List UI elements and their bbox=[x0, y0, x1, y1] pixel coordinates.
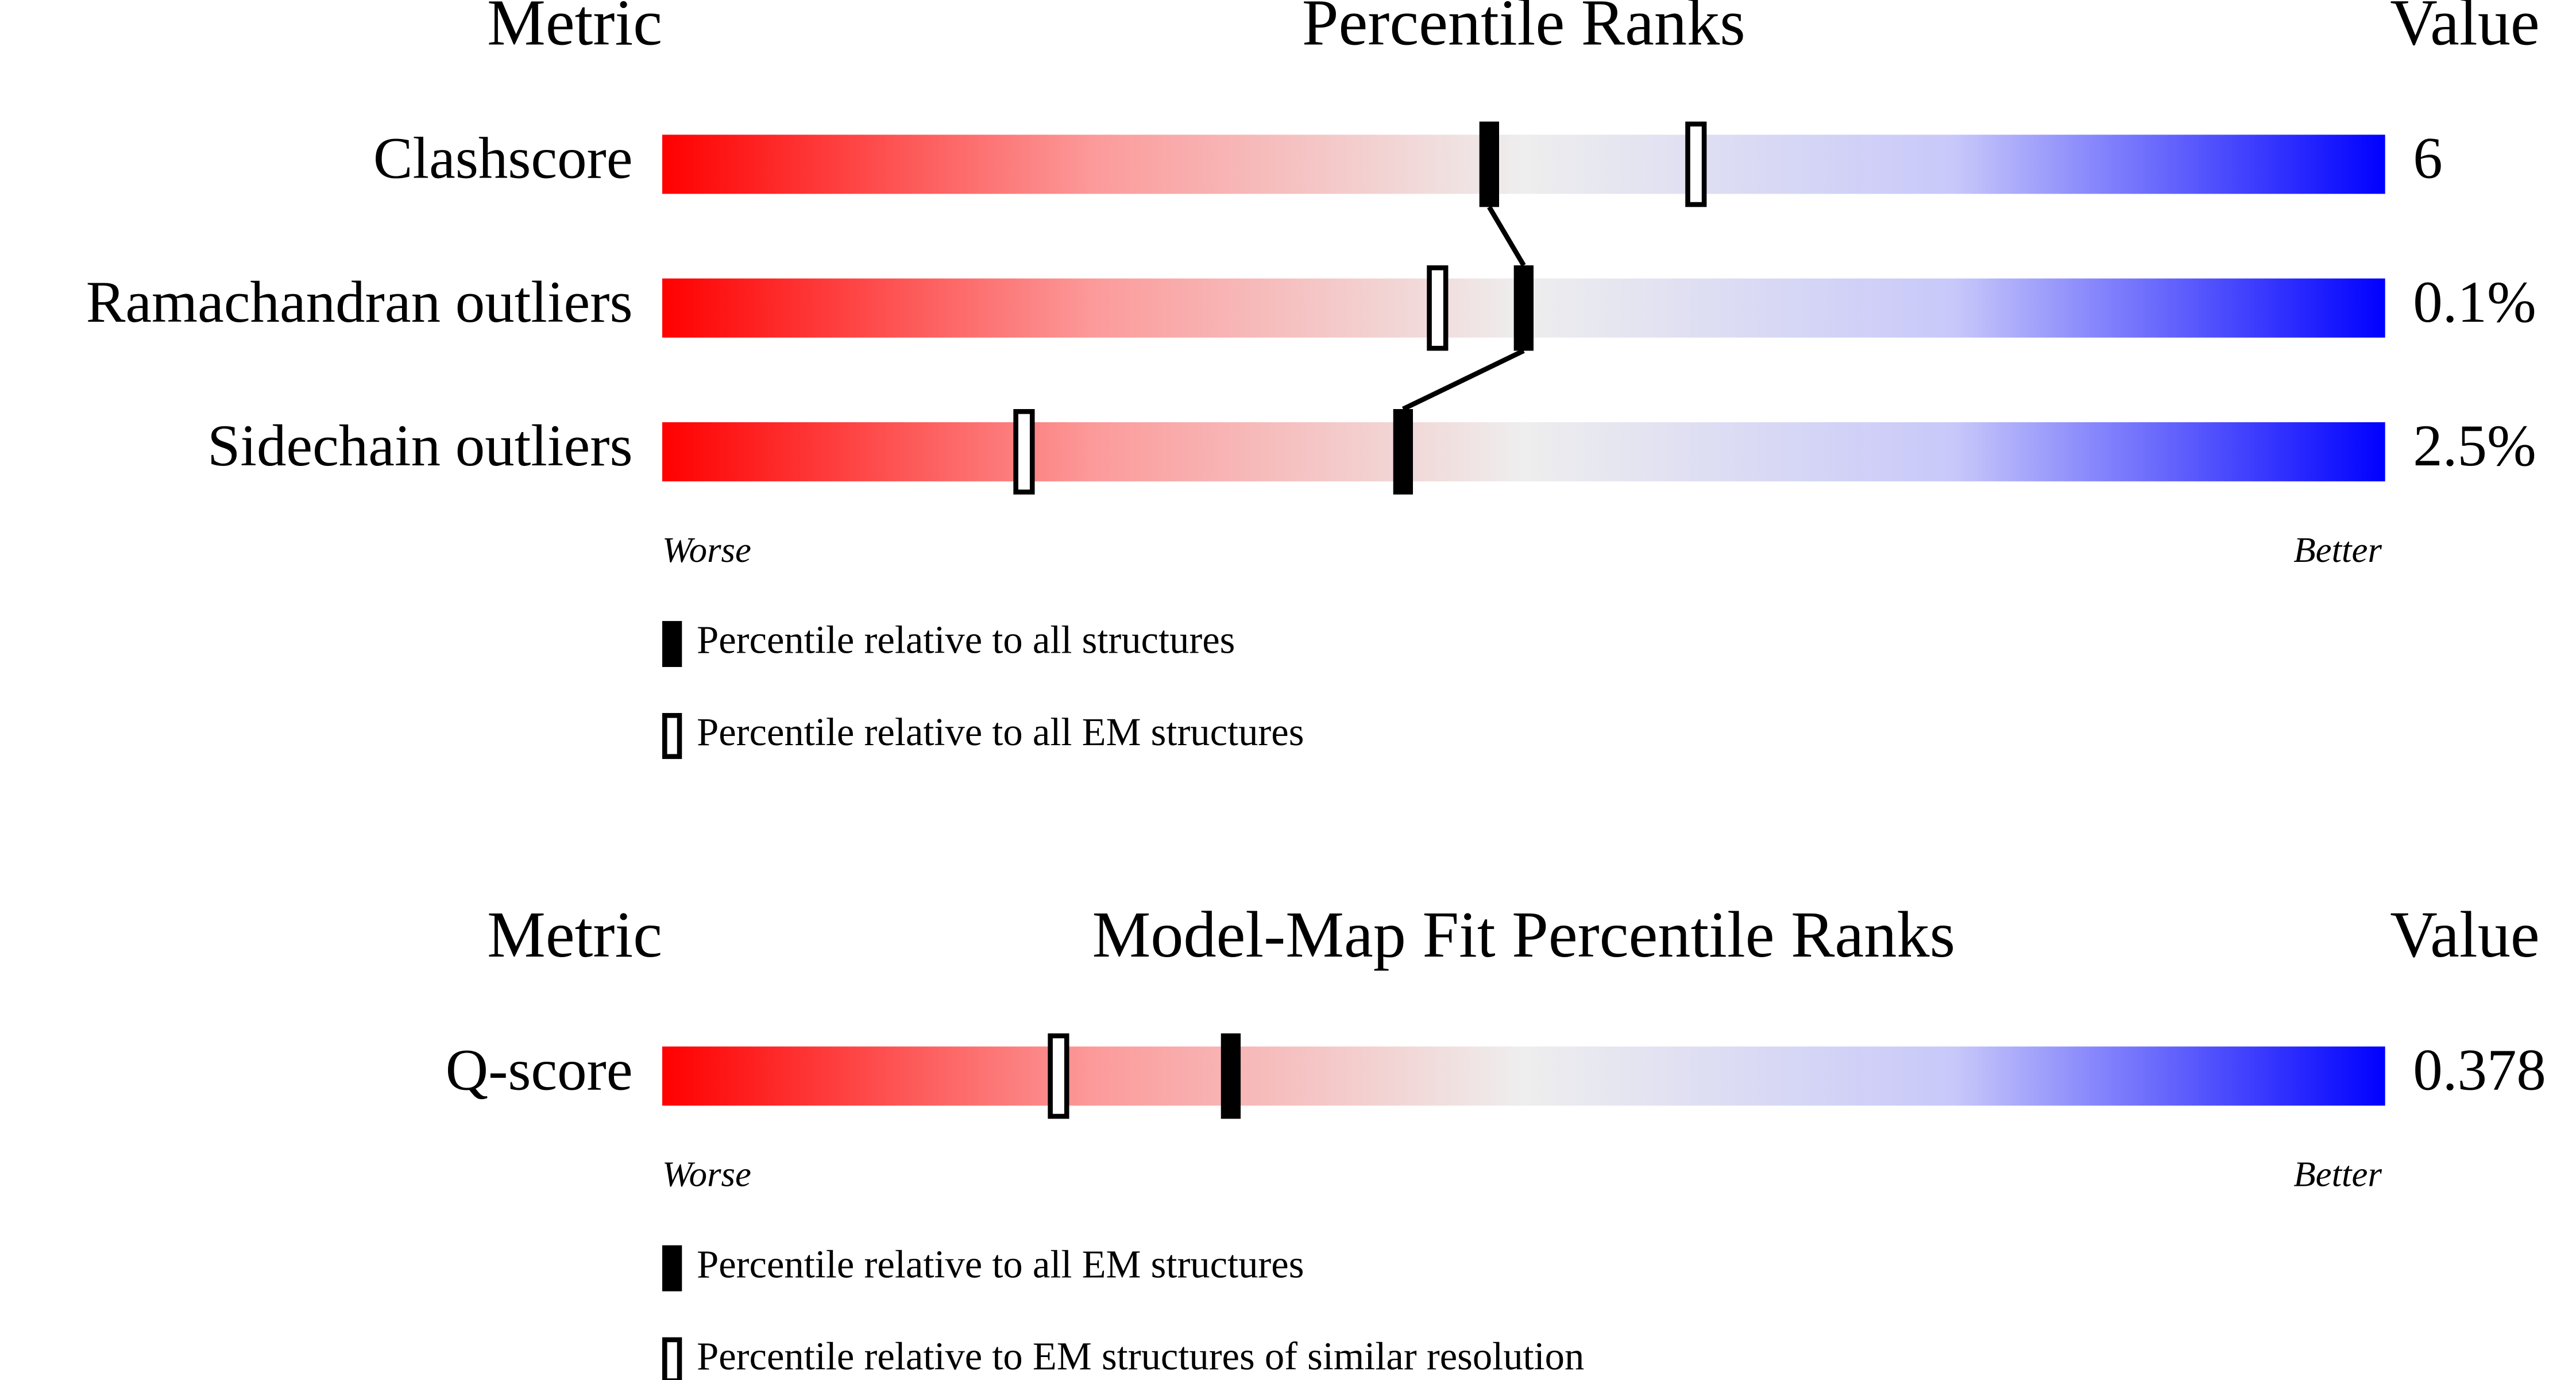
legend-marker-filled bbox=[662, 620, 682, 667]
connector-line bbox=[1401, 348, 1525, 411]
marker-open bbox=[1685, 121, 1707, 207]
chart-title: Percentile Ranks bbox=[1302, 0, 1745, 59]
marker-filled bbox=[1393, 409, 1413, 495]
marker-open bbox=[1427, 265, 1449, 351]
metric-label: Sidechain outliers bbox=[207, 413, 632, 479]
legend-marker-open bbox=[662, 1337, 682, 1380]
better-label: Better bbox=[2293, 1154, 2382, 1194]
metric-header: Metric bbox=[487, 0, 662, 59]
worse-label: Worse bbox=[662, 1154, 751, 1194]
better-label: Better bbox=[2293, 530, 2382, 570]
value-header: Value bbox=[2390, 0, 2539, 59]
metric-label: Clashscore bbox=[373, 126, 633, 191]
legend-entry: Percentile relative to all EM structures bbox=[697, 710, 1304, 754]
percentile-bar bbox=[662, 422, 2385, 481]
percentile-bar bbox=[662, 1046, 2385, 1106]
worse-label: Worse bbox=[662, 530, 751, 570]
chart-title: Model-Map Fit Percentile Ranks bbox=[1092, 898, 1956, 971]
legend-entry: Percentile relative to EM structures of … bbox=[697, 1334, 1584, 1378]
metric-label: Ramachandran outliers bbox=[86, 269, 633, 335]
connector-line bbox=[1487, 206, 1526, 267]
metric-value: 0.378 bbox=[2413, 1038, 2546, 1103]
marker-filled bbox=[1513, 265, 1534, 351]
legend-marker-filled bbox=[662, 1245, 682, 1292]
marker-filled bbox=[1221, 1033, 1241, 1119]
percentile-bar bbox=[662, 134, 2385, 194]
marker-open bbox=[1013, 409, 1035, 495]
metric-value: 0.1% bbox=[2413, 269, 2536, 335]
metric-label: Q-score bbox=[446, 1038, 633, 1103]
metric-value: 6 bbox=[2413, 126, 2442, 191]
marker-open bbox=[1048, 1033, 1069, 1119]
value-header: Value bbox=[2390, 898, 2539, 971]
legend-marker-open bbox=[662, 713, 682, 760]
metric-value: 2.5% bbox=[2413, 413, 2536, 479]
metric-header: Metric bbox=[487, 898, 662, 971]
legend-entry: Percentile relative to all structures bbox=[697, 618, 1235, 662]
legend-entry: Percentile relative to all EM structures bbox=[697, 1242, 1304, 1286]
marker-filled bbox=[1479, 121, 1500, 207]
